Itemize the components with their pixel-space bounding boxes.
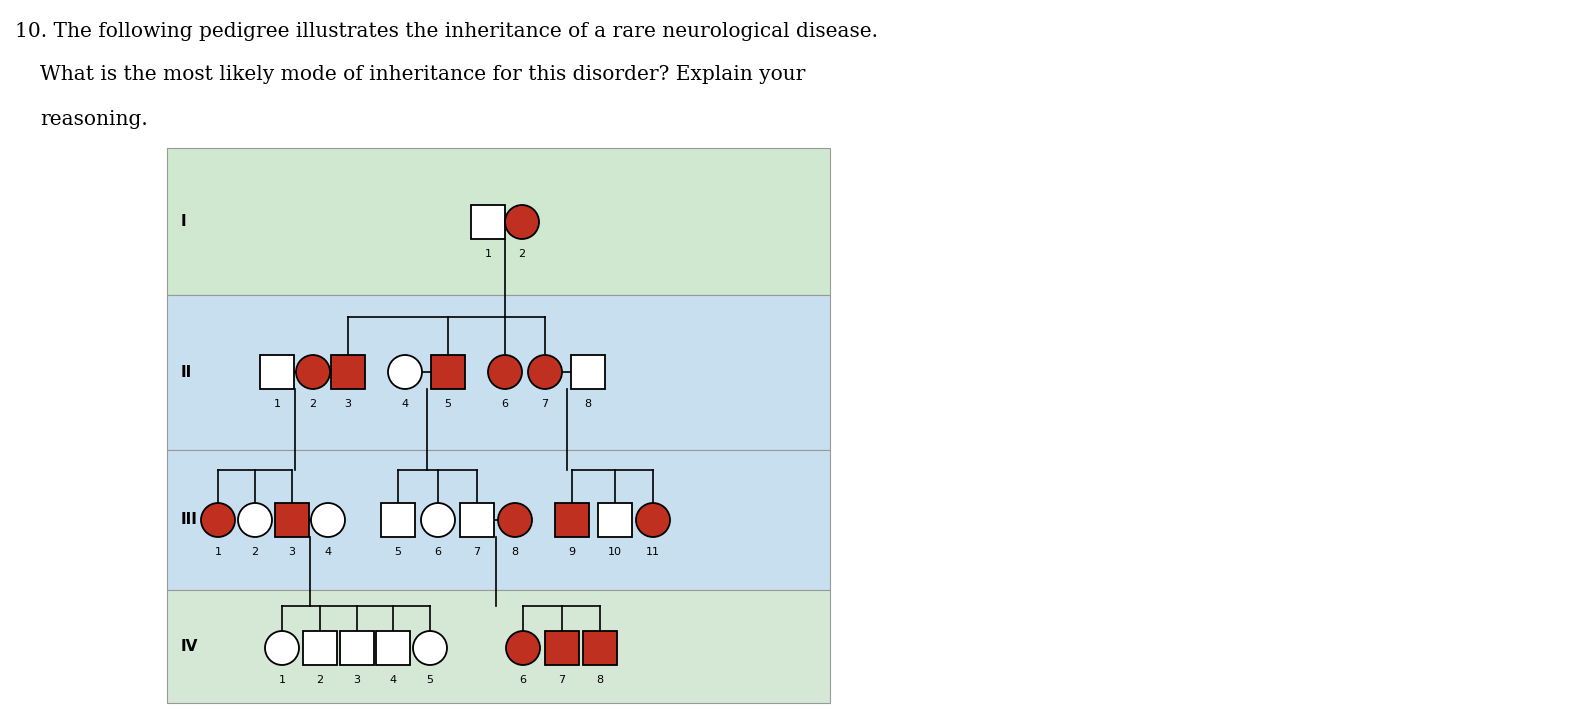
Bar xyxy=(460,503,494,537)
Text: 3: 3 xyxy=(353,675,360,685)
Text: 6: 6 xyxy=(501,399,508,409)
Bar xyxy=(471,205,505,239)
Circle shape xyxy=(420,503,455,537)
Text: 4: 4 xyxy=(390,675,396,685)
Circle shape xyxy=(498,503,532,537)
Text: III: III xyxy=(181,513,197,527)
Text: 2: 2 xyxy=(252,547,258,557)
Text: 6: 6 xyxy=(519,675,527,685)
Bar xyxy=(431,355,465,389)
Text: I: I xyxy=(181,214,186,229)
Circle shape xyxy=(264,631,299,665)
Text: IV: IV xyxy=(181,639,199,654)
Circle shape xyxy=(412,631,447,665)
Text: 2: 2 xyxy=(519,249,525,259)
Text: 8: 8 xyxy=(597,675,603,685)
Text: 4: 4 xyxy=(401,399,409,409)
Text: 5: 5 xyxy=(395,547,401,557)
Bar xyxy=(556,503,589,537)
Text: 6: 6 xyxy=(435,547,441,557)
Text: 7: 7 xyxy=(473,547,481,557)
Text: 7: 7 xyxy=(541,399,549,409)
Text: reasoning.: reasoning. xyxy=(40,110,148,129)
Circle shape xyxy=(489,355,522,389)
Bar xyxy=(167,590,829,703)
Bar xyxy=(167,450,829,590)
Text: 3: 3 xyxy=(344,399,352,409)
Circle shape xyxy=(237,503,272,537)
Bar xyxy=(583,631,618,665)
Text: 4: 4 xyxy=(325,547,331,557)
Text: 9: 9 xyxy=(568,547,576,557)
Bar xyxy=(302,631,338,665)
Circle shape xyxy=(506,631,540,665)
Text: 5: 5 xyxy=(427,675,433,685)
Bar xyxy=(167,295,829,450)
Text: 8: 8 xyxy=(584,399,592,409)
Text: 1: 1 xyxy=(215,547,221,557)
Text: 1: 1 xyxy=(279,675,285,685)
Text: 11: 11 xyxy=(646,547,661,557)
Bar xyxy=(331,355,365,389)
Bar xyxy=(341,631,374,665)
Text: 1: 1 xyxy=(484,249,492,259)
Text: 5: 5 xyxy=(444,399,452,409)
Text: 2: 2 xyxy=(309,399,317,409)
Bar xyxy=(544,631,579,665)
Text: 3: 3 xyxy=(288,547,296,557)
Circle shape xyxy=(635,503,670,537)
Circle shape xyxy=(201,503,236,537)
Circle shape xyxy=(296,355,330,389)
Bar xyxy=(572,355,605,389)
Bar xyxy=(275,503,309,537)
Circle shape xyxy=(388,355,422,389)
Text: 8: 8 xyxy=(511,547,519,557)
Text: II: II xyxy=(181,365,193,380)
Text: 7: 7 xyxy=(559,675,565,685)
Bar xyxy=(167,148,829,295)
Text: 10: 10 xyxy=(608,547,622,557)
Text: 1: 1 xyxy=(274,399,280,409)
Bar xyxy=(376,631,411,665)
Bar xyxy=(259,355,295,389)
Bar xyxy=(599,503,632,537)
Circle shape xyxy=(310,503,345,537)
Circle shape xyxy=(529,355,562,389)
Text: What is the most likely mode of inheritance for this disorder? Explain your: What is the most likely mode of inherita… xyxy=(40,65,806,84)
Text: 2: 2 xyxy=(317,675,323,685)
Circle shape xyxy=(505,205,540,239)
Text: 10. The following pedigree illustrates the inheritance of a rare neurological di: 10. The following pedigree illustrates t… xyxy=(14,22,879,41)
Bar xyxy=(380,503,416,537)
